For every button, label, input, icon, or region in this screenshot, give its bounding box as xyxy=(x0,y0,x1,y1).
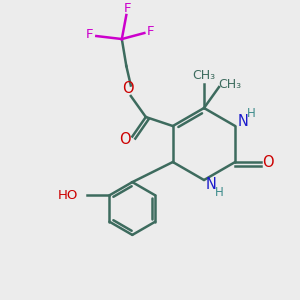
Text: O: O xyxy=(123,81,134,96)
Text: H: H xyxy=(246,107,255,120)
Text: N: N xyxy=(237,114,248,129)
Text: CH₃: CH₃ xyxy=(218,78,241,91)
Text: O: O xyxy=(262,154,274,169)
Text: HO: HO xyxy=(58,189,79,202)
Text: N: N xyxy=(206,177,217,192)
Text: O: O xyxy=(119,132,130,147)
Text: H: H xyxy=(215,186,224,199)
Text: CH₃: CH₃ xyxy=(192,68,216,82)
Text: F: F xyxy=(86,28,94,41)
Text: F: F xyxy=(124,2,132,15)
Text: F: F xyxy=(147,25,155,38)
